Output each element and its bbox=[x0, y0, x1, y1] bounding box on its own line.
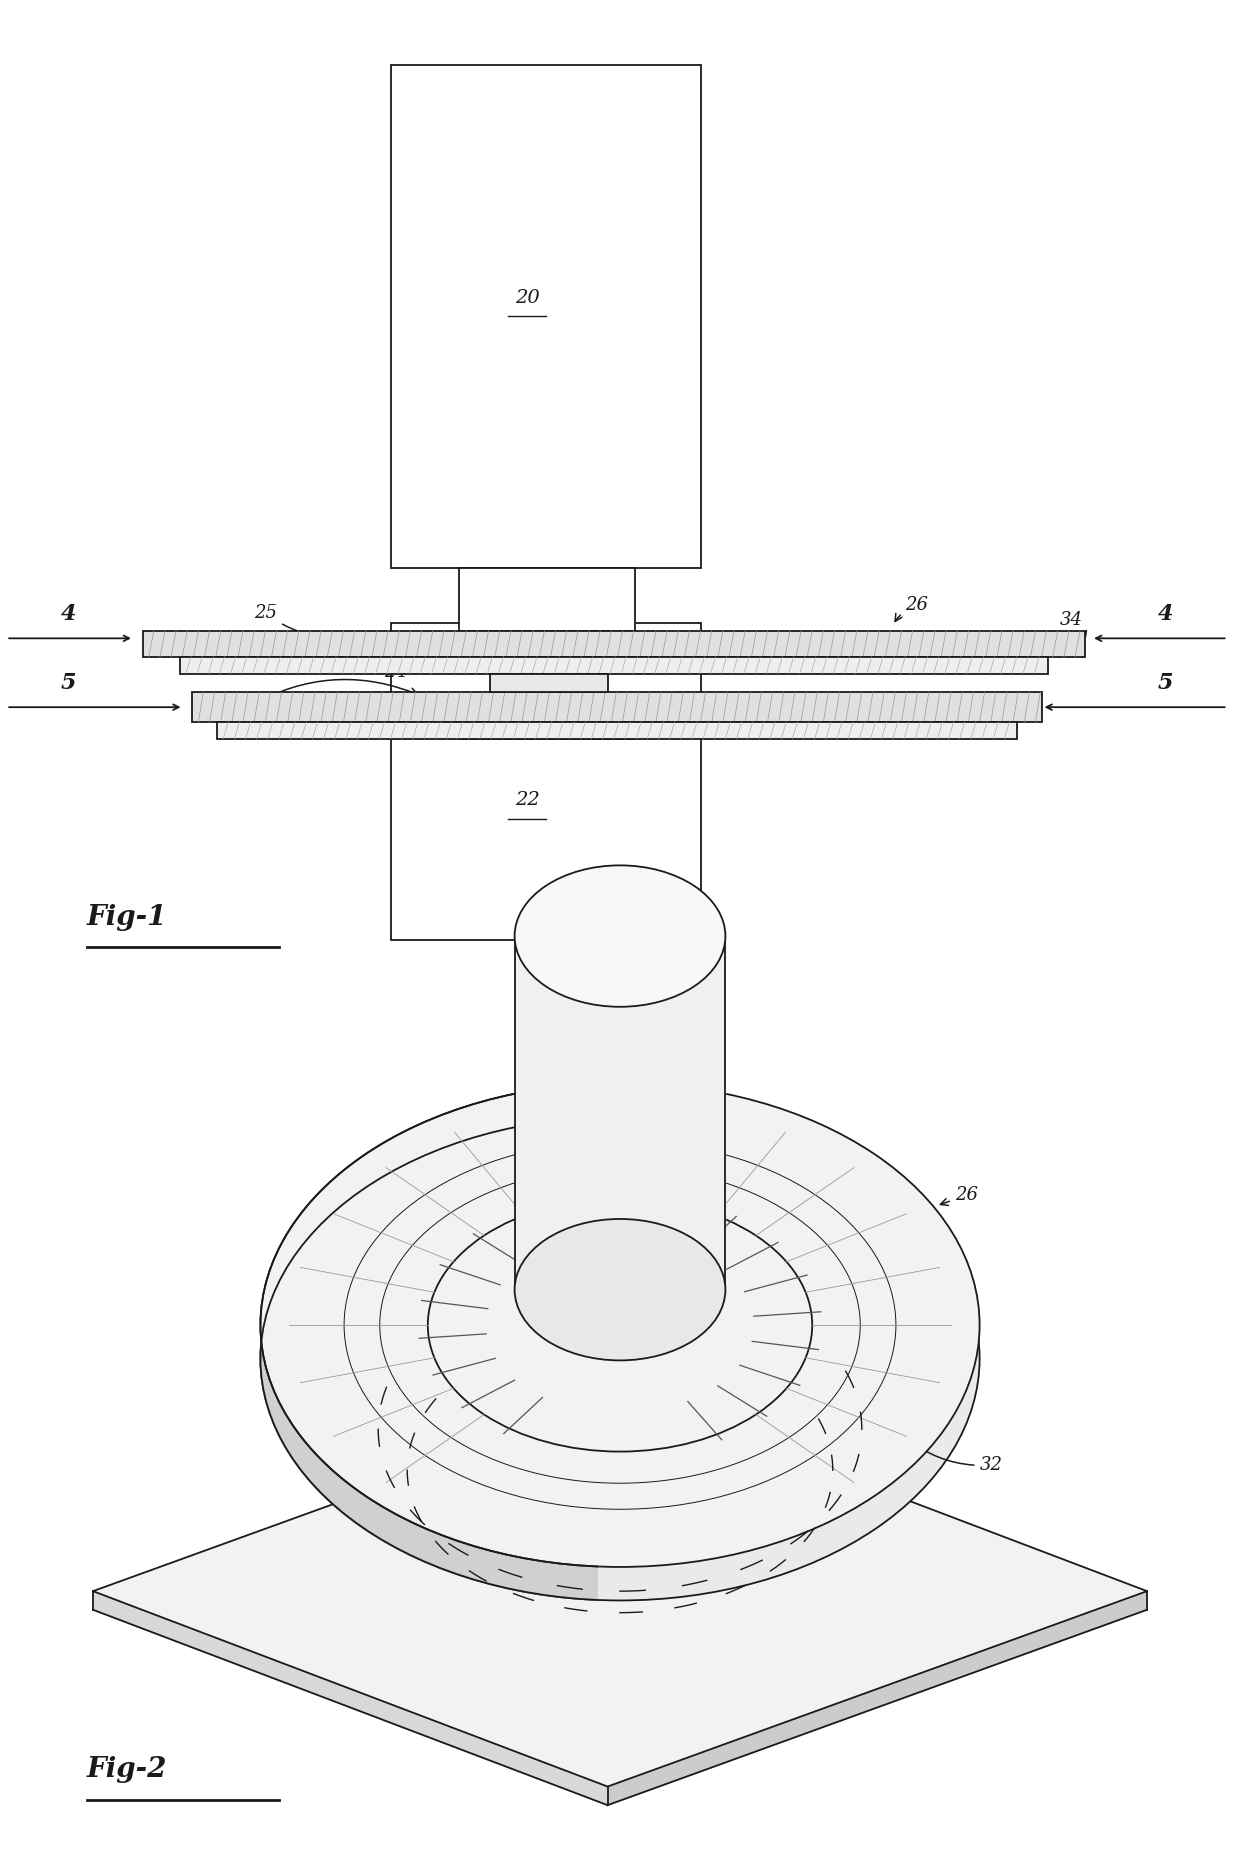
Text: 4: 4 bbox=[61, 603, 76, 625]
Text: 4: 4 bbox=[1158, 603, 1173, 625]
Ellipse shape bbox=[260, 1117, 980, 1600]
Text: 34: 34 bbox=[1060, 610, 1084, 629]
Polygon shape bbox=[260, 1083, 598, 1600]
Ellipse shape bbox=[260, 1083, 980, 1567]
Bar bbox=[459, 722, 635, 739]
Ellipse shape bbox=[515, 865, 725, 1007]
Text: 26: 26 bbox=[940, 1185, 978, 1206]
Ellipse shape bbox=[515, 1219, 725, 1360]
Bar bbox=[391, 623, 701, 940]
Ellipse shape bbox=[428, 1198, 812, 1452]
Text: 22: 22 bbox=[515, 791, 539, 810]
Text: 28: 28 bbox=[898, 1251, 966, 1269]
Bar bbox=[180, 657, 1048, 674]
Bar bbox=[459, 568, 635, 631]
Text: 25: 25 bbox=[254, 603, 317, 638]
Text: 24: 24 bbox=[384, 663, 485, 681]
Text: 29: 29 bbox=[236, 679, 418, 716]
Polygon shape bbox=[93, 1396, 1147, 1787]
Text: 26: 26 bbox=[895, 596, 929, 622]
Bar bbox=[490, 674, 608, 692]
Bar bbox=[217, 722, 1017, 739]
Polygon shape bbox=[93, 1591, 608, 1805]
Text: 20: 20 bbox=[515, 288, 539, 307]
Text: 32: 32 bbox=[909, 1440, 1003, 1474]
Text: Fig-2: Fig-2 bbox=[87, 1757, 167, 1783]
Text: 5: 5 bbox=[1158, 672, 1173, 694]
Polygon shape bbox=[515, 936, 725, 1290]
Polygon shape bbox=[608, 1591, 1147, 1805]
Text: 5: 5 bbox=[61, 672, 76, 694]
Bar bbox=[192, 692, 1042, 722]
Bar bbox=[143, 631, 1085, 657]
Bar bbox=[391, 65, 701, 568]
Text: 30: 30 bbox=[897, 692, 929, 711]
Text: Fig-1: Fig-1 bbox=[87, 904, 167, 930]
